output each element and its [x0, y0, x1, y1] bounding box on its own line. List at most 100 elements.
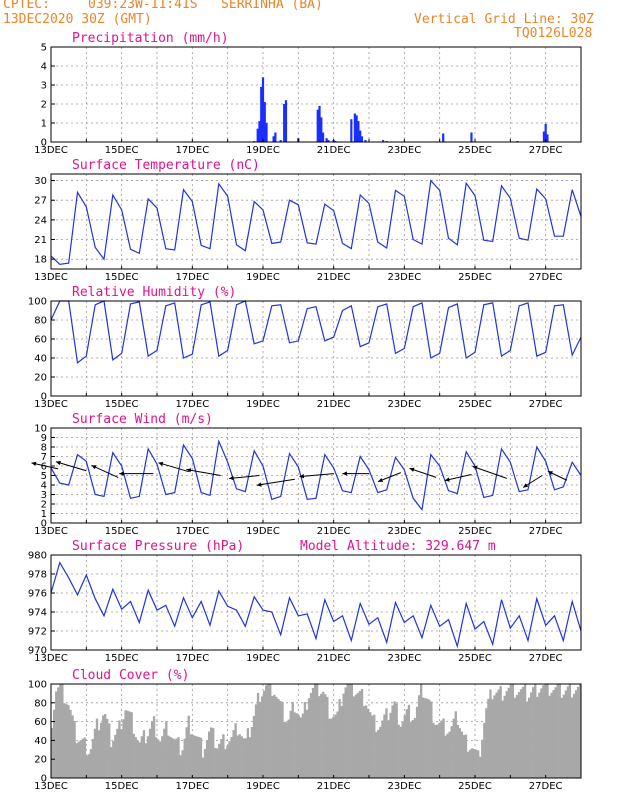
cloud-bar — [126, 710, 129, 778]
cloud-bar — [348, 684, 351, 778]
cloud-bar — [342, 693, 345, 778]
cloud-bar — [91, 738, 95, 778]
cloud-frame — [50, 683, 582, 779]
temp-panel: 18 21 24 27 30 13DEC 15DEC 17DEC 19DEC 21DEC 23DEC… — [34, 158, 582, 283]
cloud-bar — [165, 721, 168, 778]
cloud-bar — [106, 718, 109, 778]
rh-xtick-label: 23DEC — [387, 399, 421, 410]
cloud-panel: 0 20 40 60 80 100 13DEC 15DEC 17DEC 19DEC 21DEC 23D… — [28, 668, 582, 792]
pres-xtick-label: 15DEC — [105, 653, 139, 664]
wind-vector — [299, 473, 334, 478]
cloud-bar — [161, 736, 164, 778]
cloud-bar — [175, 738, 178, 778]
wind-ytick-label: 3 — [41, 490, 47, 501]
cloud-bar — [397, 724, 400, 778]
cloud-bar — [283, 721, 286, 778]
cloud-bar — [216, 748, 219, 778]
cloud-bar — [116, 728, 119, 778]
temp-xtick-label: 13DEC — [34, 272, 68, 283]
rh-ytick-label: 40 — [34, 354, 47, 365]
cloud-bar — [132, 733, 135, 778]
cloud-bar — [281, 701, 284, 778]
cloud-bar — [220, 738, 223, 778]
cloud-bar — [479, 756, 482, 778]
precip-xtick-label: 23DEC — [387, 145, 421, 156]
precip-bar — [320, 117, 323, 142]
rh-panel: 0 20 40 60 80 100 13DEC 15DEC 17DEC 19DEC 21DEC 23D… — [28, 285, 582, 410]
precip-bar — [382, 140, 385, 142]
cloud-bar — [277, 698, 280, 778]
cloud-bar — [238, 734, 241, 778]
cloud-bar — [513, 697, 517, 778]
rh-frame — [50, 300, 582, 397]
wind-vector — [256, 478, 295, 486]
cloud-xtick-label: 23DEC — [387, 781, 421, 792]
cloud-bar — [415, 706, 419, 778]
cloud-bar — [517, 692, 521, 778]
cloud-bar — [157, 739, 160, 778]
precip-ytick-label: 0 — [41, 138, 47, 149]
cloud-bar — [466, 751, 470, 778]
precip-xtick-label: 25DEC — [458, 145, 492, 156]
pres-frame — [50, 554, 582, 651]
cloud-bar — [509, 684, 512, 778]
cloud-bar — [250, 727, 254, 778]
cloud-bar — [481, 739, 484, 778]
cloud-bar — [362, 706, 366, 778]
cloud-bar — [87, 754, 91, 778]
wind-xtick-label: 27DEC — [529, 526, 563, 537]
temp-xtick-label: 23DEC — [387, 272, 421, 283]
cloud-bar — [99, 722, 103, 778]
rh-xtick-label: 25DEC — [458, 399, 492, 410]
cloud-bar — [344, 687, 347, 778]
cloud-bar — [236, 735, 239, 778]
precip-bar — [263, 102, 266, 142]
wind-vector-head — [158, 461, 164, 467]
cloud-bar — [340, 706, 343, 778]
cloud-bar — [140, 736, 144, 778]
rh-ytick-label: 80 — [34, 316, 47, 327]
rh-ytick-label: 100 — [28, 297, 47, 308]
cloud-bar — [558, 684, 561, 778]
cloud-bar — [332, 716, 335, 778]
cloud-bar — [560, 697, 563, 778]
cloud-bar — [381, 720, 384, 778]
wind-xtick-label: 15DEC — [105, 526, 139, 537]
cloud-bar — [85, 755, 88, 778]
cloud-bar — [246, 728, 250, 778]
cloud-bar — [63, 703, 66, 778]
cloud-bar — [95, 718, 99, 778]
cloud-bar — [150, 721, 154, 778]
cloud-bar — [391, 705, 394, 778]
cloud-bar — [114, 734, 117, 778]
cloud-bar — [568, 684, 572, 778]
wind-vector-head — [299, 474, 305, 479]
cloud-bar — [299, 717, 303, 778]
cloud-bar — [550, 692, 553, 778]
cloud-bar — [232, 730, 235, 778]
cloud-bar — [197, 737, 201, 778]
cloud-bar — [59, 684, 62, 778]
cloud-bar — [307, 698, 311, 778]
wind-vector — [472, 465, 507, 479]
cloud-bar — [122, 719, 125, 778]
cloud-xtick-label: 27DEC — [529, 781, 563, 792]
cloud-bar — [562, 694, 565, 778]
pres-title: Surface Pressure (hPa) — [72, 539, 244, 554]
cloud-bar — [419, 684, 423, 778]
pres-xtick-label: 19DEC — [246, 653, 280, 664]
precip-bar — [359, 130, 362, 142]
cloud-bar — [214, 747, 217, 778]
cloud-bar — [67, 705, 70, 778]
precip-bar — [261, 77, 265, 142]
precip-bar — [321, 132, 325, 142]
cloud-ytick-label: 0 — [41, 774, 47, 785]
cloud-bar — [154, 737, 158, 778]
temp-ytick-label: 24 — [34, 215, 47, 226]
wind-vector-head — [409, 467, 415, 472]
cloud-bar — [576, 686, 580, 778]
cloud-bar — [446, 733, 449, 778]
cloud-bar — [499, 686, 502, 778]
cloud-bar — [360, 688, 364, 778]
precip-bar — [256, 128, 259, 142]
